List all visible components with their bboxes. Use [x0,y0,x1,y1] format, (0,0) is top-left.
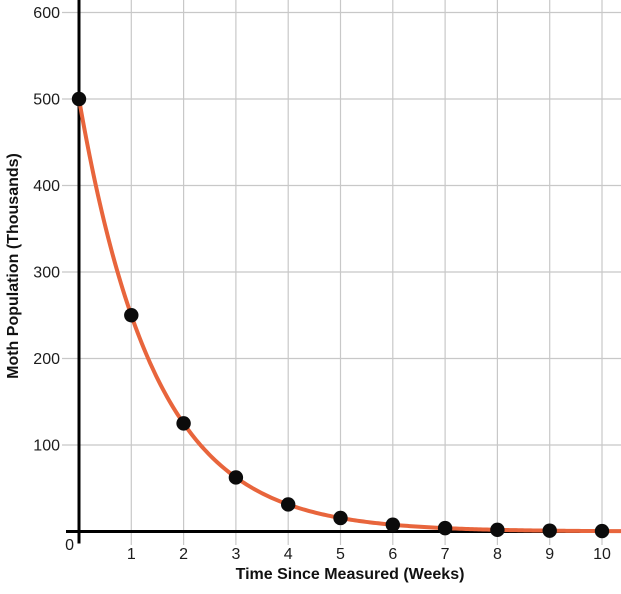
data-point [176,416,191,431]
data-point [437,520,453,536]
data-point [228,470,244,485]
y-tick-label: 200 [33,351,60,368]
x-axis-title: Time Since Measured (Weeks) [235,566,465,583]
x-tick-label: 9 [545,546,554,563]
origin-label: 0 [65,537,74,554]
x-tick-label: 4 [284,546,293,563]
decay-curve [77,97,621,534]
y-axis-title: Moth Population (Thousands) [5,153,22,379]
data-point [333,510,348,526]
x-tick-label: 7 [441,546,450,563]
y-tick-label: 300 [33,265,60,282]
x-tick-label: 2 [179,546,188,563]
x-tick-label: 6 [388,546,397,563]
data-point [490,522,505,538]
y-tick-label: 100 [33,438,60,455]
data-point [124,308,139,323]
y-tick-label: 500 [33,92,60,109]
data-point [281,497,296,512]
y-tick-label: 400 [33,178,60,195]
x-tick-label: 8 [493,546,502,563]
data-point [594,523,610,539]
y-tick-label: 600 [33,5,60,22]
data-point [542,523,557,538]
x-tick-label: 10 [593,546,611,563]
x-tick-label: 5 [336,546,345,563]
x-tick-label: 3 [231,546,240,563]
data-point [385,517,400,532]
data-point [71,91,87,107]
x-tick-label: 1 [127,546,136,563]
